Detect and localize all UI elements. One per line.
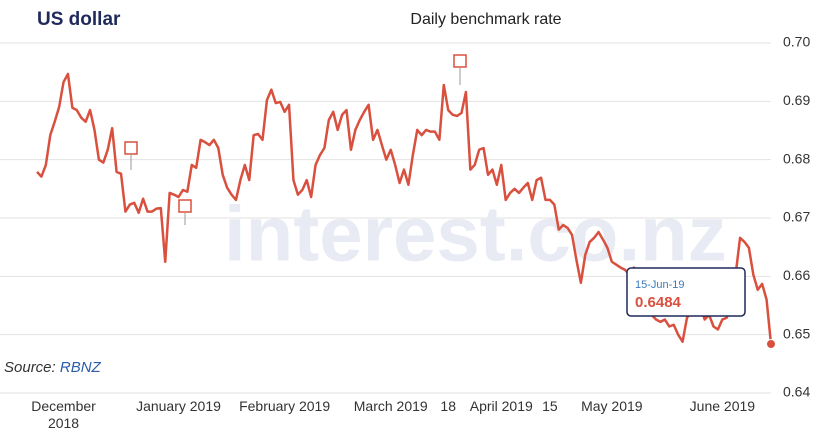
x-tick-label: January 2019 bbox=[136, 398, 221, 414]
event-marker bbox=[178, 199, 192, 213]
tooltip-date: 15-Jun-19 bbox=[635, 279, 685, 291]
x-tick-label: June 2019 bbox=[689, 398, 756, 414]
tooltip: 15-Jun-19 0.6484 bbox=[626, 267, 746, 317]
source-name: RBNZ bbox=[60, 359, 102, 376]
tooltip-box bbox=[626, 267, 746, 317]
chart-title: US dollar bbox=[37, 9, 121, 30]
y-tick-label: 0.68 bbox=[783, 150, 810, 166]
y-tick-label: 0.69 bbox=[783, 92, 810, 108]
x-tick-label: 18 bbox=[440, 398, 456, 414]
chart-subtitle: Daily benchmark rate bbox=[410, 11, 561, 28]
x-tick-label: December 2018 bbox=[31, 398, 96, 431]
source: Source: RBNZ bbox=[4, 359, 102, 376]
event-marker bbox=[124, 141, 138, 155]
watermark: interest.co.nz bbox=[224, 190, 727, 278]
x-tick-label: February 2019 bbox=[239, 398, 331, 414]
x-tick-label: 15 bbox=[542, 398, 558, 414]
y-tick-label: 0.65 bbox=[783, 325, 810, 341]
y-tick-label: 0.70 bbox=[783, 34, 810, 50]
event-markers bbox=[124, 54, 467, 225]
event-marker bbox=[453, 54, 467, 68]
y-tick-label: 0.64 bbox=[783, 384, 810, 400]
x-tick-label: May 2019 bbox=[581, 398, 643, 414]
source-prefix: Source: bbox=[4, 359, 56, 376]
x-tick-label: April 2019 bbox=[469, 398, 533, 414]
end-point bbox=[766, 339, 776, 349]
x-tick-label: March 2019 bbox=[353, 398, 428, 414]
y-tick-label: 0.66 bbox=[783, 267, 810, 283]
y-tick-label: 0.67 bbox=[783, 209, 810, 225]
tooltip-value: 0.6484 bbox=[635, 294, 682, 311]
